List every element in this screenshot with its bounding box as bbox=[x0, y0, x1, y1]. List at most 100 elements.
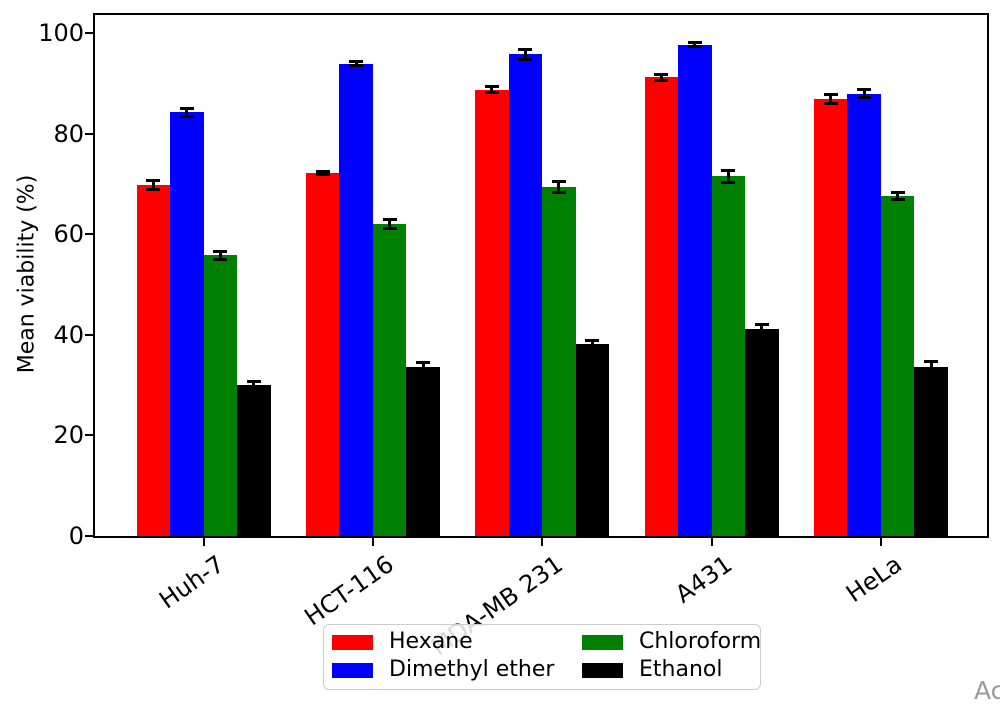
legend-label: Chloroform bbox=[639, 629, 762, 654]
error-bar-cap bbox=[823, 92, 838, 96]
error-bar-cap bbox=[382, 227, 397, 231]
y-tick bbox=[85, 535, 93, 537]
y-tick-label: 60 bbox=[53, 220, 84, 249]
x-tick bbox=[541, 538, 544, 546]
y-tick-label: 20 bbox=[53, 421, 84, 450]
error-bar bbox=[590, 339, 594, 348]
error-bar bbox=[421, 361, 425, 372]
error-bar-cap bbox=[146, 178, 161, 182]
legend-label: Ethanol bbox=[639, 657, 723, 682]
error-bar-cap bbox=[890, 191, 905, 195]
plot-area bbox=[93, 13, 989, 538]
error-bar bbox=[659, 73, 663, 81]
error-bar-cap bbox=[315, 172, 330, 176]
bar-chloroform bbox=[711, 176, 746, 536]
error-bar bbox=[557, 180, 561, 194]
error-bar bbox=[929, 360, 933, 374]
x-tick-label: HCT-116 bbox=[299, 550, 399, 632]
error-bar-cap bbox=[213, 257, 228, 261]
error-bar bbox=[760, 324, 764, 334]
bar-hexane bbox=[644, 77, 679, 536]
error-bar-cap bbox=[721, 180, 736, 184]
error-bar-cap bbox=[857, 96, 872, 100]
bar-dimethyl-ether bbox=[170, 112, 204, 536]
error-bar-cap bbox=[518, 57, 533, 61]
error-bar-cap bbox=[551, 191, 566, 195]
error-bar-cap bbox=[315, 169, 330, 173]
error-bar-cap bbox=[551, 179, 566, 183]
error-bar-cap bbox=[721, 168, 736, 172]
error-bar bbox=[862, 89, 866, 99]
error-bar bbox=[218, 250, 222, 260]
error-bar-cap bbox=[179, 114, 194, 118]
error-bar-cap bbox=[754, 331, 769, 335]
y-tick bbox=[85, 32, 93, 35]
x-tick-label: HeLa bbox=[841, 550, 907, 608]
error-bar bbox=[185, 107, 189, 117]
legend-item: Hexane bbox=[332, 631, 473, 653]
error-bar bbox=[490, 86, 494, 94]
error-bar-cap bbox=[518, 47, 533, 51]
watermark-text: Ac bbox=[974, 676, 1000, 705]
bar-chloroform bbox=[203, 255, 237, 536]
legend-swatch-ethanol bbox=[582, 662, 623, 678]
error-bar-cap bbox=[924, 359, 939, 363]
error-bar bbox=[388, 219, 392, 230]
bar-dimethyl-ether bbox=[847, 93, 881, 536]
error-bar-cap bbox=[924, 371, 939, 375]
y-tick-label: 80 bbox=[53, 119, 84, 148]
error-bar-cap bbox=[484, 85, 499, 89]
error-bar-cap bbox=[654, 72, 669, 76]
x-tick bbox=[879, 538, 882, 546]
legend-label: Hexane bbox=[389, 629, 473, 654]
error-bar-cap bbox=[823, 102, 838, 105]
error-bar bbox=[321, 170, 325, 175]
error-bar-cap bbox=[179, 106, 194, 110]
bar-chloroform bbox=[542, 187, 576, 536]
bar-ethanol bbox=[745, 328, 779, 536]
bar-ethanol bbox=[237, 384, 271, 536]
error-bar-cap bbox=[146, 188, 161, 191]
bar-chloroform bbox=[880, 196, 915, 536]
error-bar-cap bbox=[687, 41, 702, 45]
error-bar-cap bbox=[484, 91, 499, 95]
y-tick-label: 0 bbox=[68, 522, 84, 550]
bar-dimethyl-ether bbox=[508, 54, 543, 536]
error-bar bbox=[523, 48, 527, 60]
error-bar-cap bbox=[857, 88, 872, 92]
x-tick bbox=[202, 538, 205, 546]
bar-dimethyl-ether bbox=[678, 44, 712, 536]
y-tick-label: 40 bbox=[53, 320, 84, 349]
error-bar bbox=[896, 192, 900, 201]
error-bar-cap bbox=[246, 380, 261, 384]
error-bar bbox=[252, 381, 256, 389]
error-bar-cap bbox=[890, 198, 905, 202]
x-tick bbox=[710, 538, 713, 546]
error-bar-cap bbox=[754, 323, 769, 327]
bar-chloroform bbox=[372, 224, 407, 536]
legend-swatch-dimethyl-ether bbox=[332, 662, 373, 678]
error-bar bbox=[829, 93, 833, 104]
legend: Hexane Dimethyl ether Chloroform Ethanol bbox=[323, 624, 761, 690]
error-bar-cap bbox=[585, 345, 600, 349]
legend-item: Ethanol bbox=[582, 659, 722, 681]
legend-label: Dimethyl ether bbox=[389, 657, 555, 682]
error-bar bbox=[354, 61, 358, 67]
error-bar-cap bbox=[416, 360, 431, 364]
error-bar-cap bbox=[349, 60, 364, 64]
bar-hexane bbox=[136, 184, 170, 536]
y-tick bbox=[85, 333, 93, 336]
y-tick bbox=[85, 233, 93, 236]
error-bar-cap bbox=[213, 249, 228, 253]
error-bar-cap bbox=[654, 78, 669, 82]
legend-swatch-chloroform bbox=[582, 634, 623, 650]
x-tick-label: A431 bbox=[670, 550, 738, 609]
y-tick bbox=[85, 132, 93, 135]
error-bar-cap bbox=[687, 45, 702, 49]
bar-hexane bbox=[475, 89, 509, 536]
bar-ethanol bbox=[914, 367, 948, 536]
bar-ethanol bbox=[406, 366, 440, 536]
error-bar bbox=[693, 42, 697, 48]
error-bar-cap bbox=[585, 338, 600, 342]
